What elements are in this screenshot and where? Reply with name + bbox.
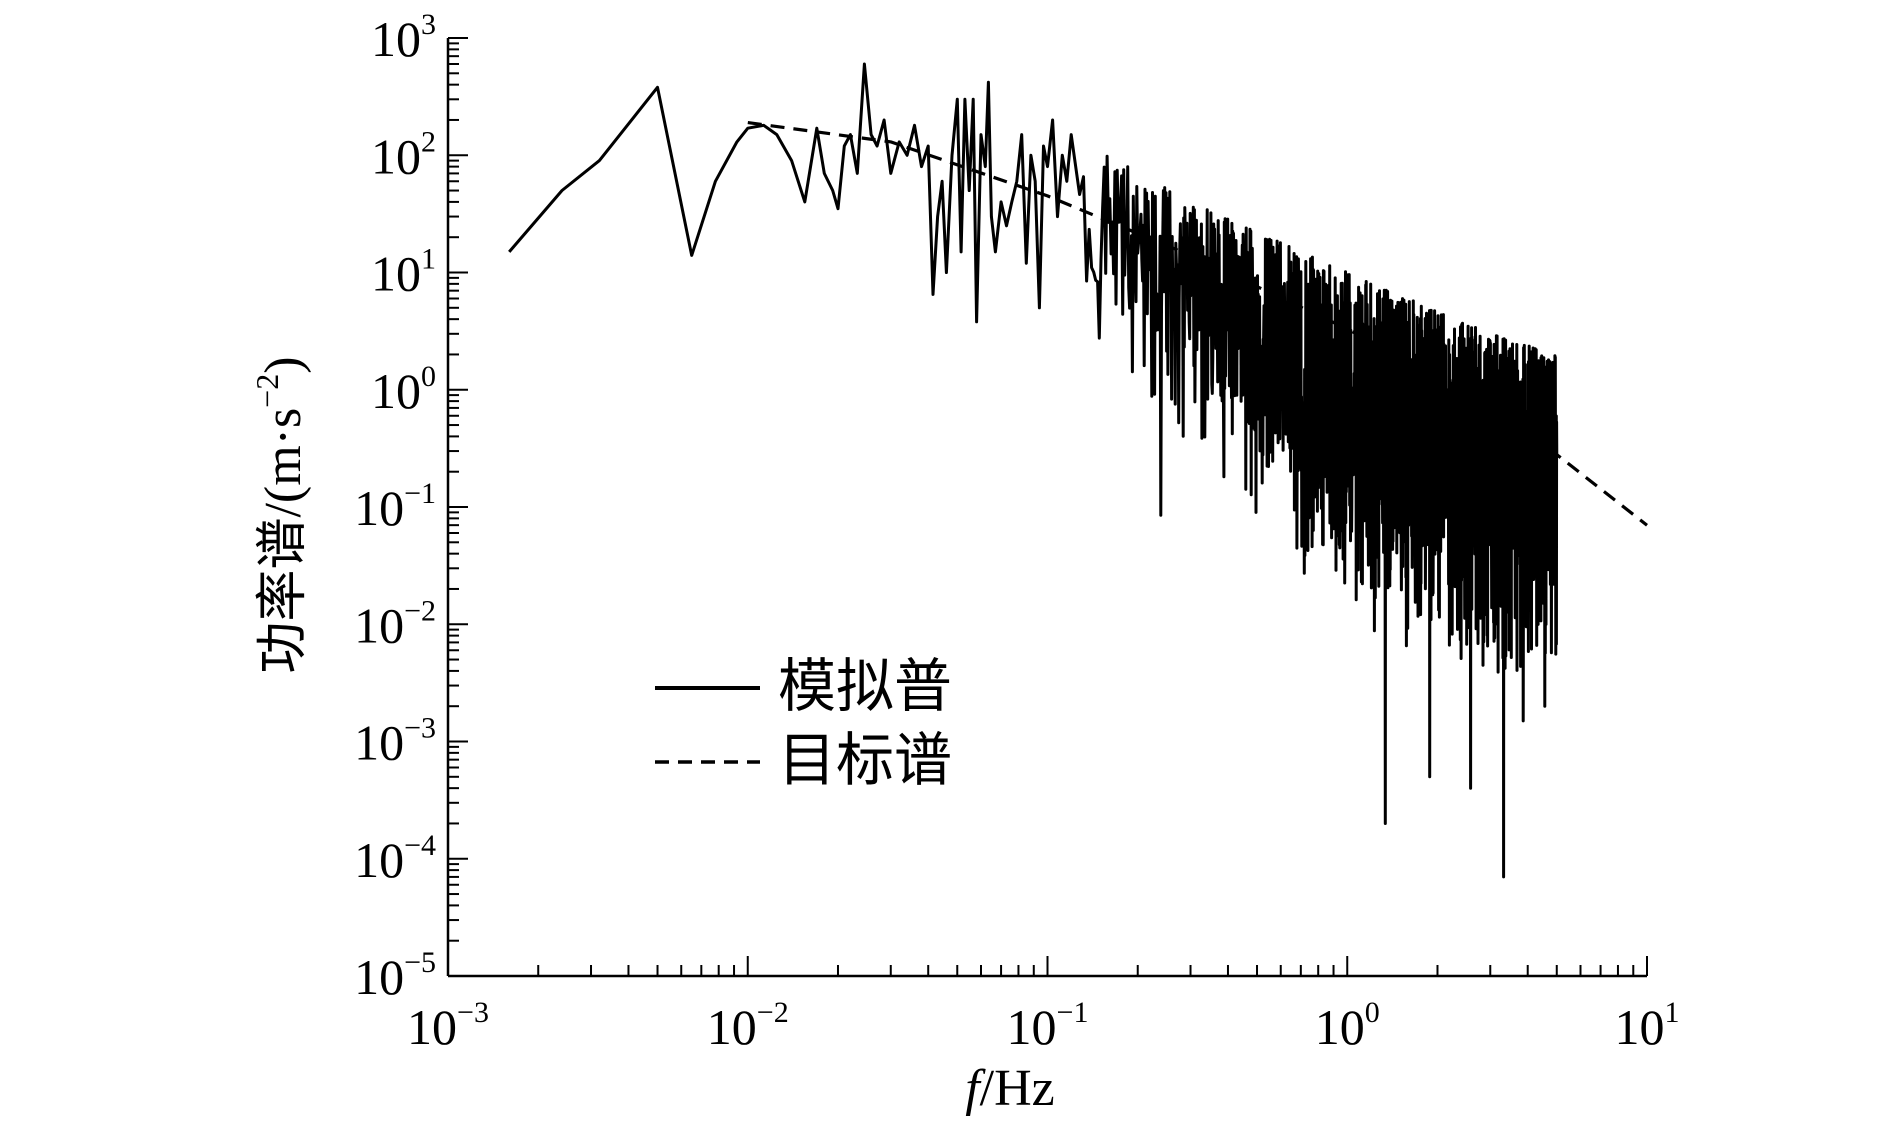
y-tick-label: 101 [371, 243, 436, 302]
y-tick-exponent: −3 [404, 712, 436, 745]
x-tick-base: 10 [1315, 999, 1365, 1055]
x-tick-base: 10 [1615, 999, 1665, 1055]
y-tick-label: 10−3 [354, 712, 436, 771]
x-axis-label: f/Hz [965, 1060, 1055, 1117]
y-tick-base: 10 [371, 128, 421, 184]
y-tick-label: 10−2 [354, 594, 436, 653]
y-tick-base: 10 [371, 246, 421, 302]
y-tick-base: 10 [371, 363, 421, 419]
y-tick-exponent: −4 [404, 829, 436, 862]
y-tick-label: 103 [371, 8, 436, 67]
y-tick-label: 100 [371, 360, 436, 419]
x-tick-exponent: −2 [757, 996, 789, 1029]
y-tick-exponent: 3 [421, 8, 436, 41]
y-tick-exponent: −1 [404, 477, 436, 510]
y-axis-label-sup: −2 [249, 374, 285, 408]
y-tick-exponent: 2 [421, 125, 436, 158]
axes: 10−3 10−2 10−1 100 10110−510−410−310−210−110… [354, 8, 1679, 1055]
x-tick-base: 10 [707, 999, 757, 1055]
y-tick-exponent: −5 [404, 946, 436, 979]
y-tick-base: 10 [354, 949, 404, 1005]
plot-series [508, 62, 1648, 879]
x-tick-base: 10 [1007, 999, 1057, 1055]
y-tick-base: 10 [354, 597, 404, 653]
y-axis-label-close: ) [255, 356, 312, 373]
legend-label-simulated: 模拟普 [778, 654, 952, 719]
y-tick-exponent: −2 [404, 594, 436, 627]
x-tick-exponent: −1 [1057, 996, 1089, 1029]
y-tick-label: 10−5 [354, 946, 436, 1005]
legend: 模拟普 目标谱 [655, 654, 952, 793]
target-spectrum-line [747, 121, 1648, 527]
x-tick-label: 10−3 [407, 996, 489, 1055]
x-tick-exponent: −3 [457, 996, 489, 1029]
y-tick-label: 10−4 [354, 829, 436, 888]
y-tick-base: 10 [354, 832, 404, 888]
x-tick-label: 10−1 [1007, 996, 1089, 1055]
y-tick-base: 10 [354, 480, 404, 536]
simulated-spectrum-line [508, 62, 1559, 879]
x-tick-label: 10−2 [707, 996, 789, 1055]
x-tick-label: 101 [1615, 996, 1680, 1055]
x-axis-label-unit: /Hz [980, 1060, 1055, 1117]
x-tick-exponent: 1 [1665, 996, 1680, 1029]
x-tick-label: 100 [1315, 996, 1380, 1055]
y-tick-label: 10−1 [354, 477, 436, 536]
y-tick-exponent: 1 [421, 243, 436, 276]
y-axis-label-main: 功率谱/(m·s [255, 408, 312, 674]
x-tick-exponent: 0 [1365, 996, 1380, 1029]
y-axis-label: 功率谱/(m·s−2) [249, 356, 312, 673]
legend-label-target: 目标谱 [778, 728, 952, 793]
y-tick-exponent: 0 [421, 360, 436, 393]
y-tick-label: 102 [371, 125, 436, 184]
x-tick-base: 10 [407, 999, 457, 1055]
y-tick-base: 10 [371, 11, 421, 67]
y-tick-base: 10 [354, 715, 404, 771]
